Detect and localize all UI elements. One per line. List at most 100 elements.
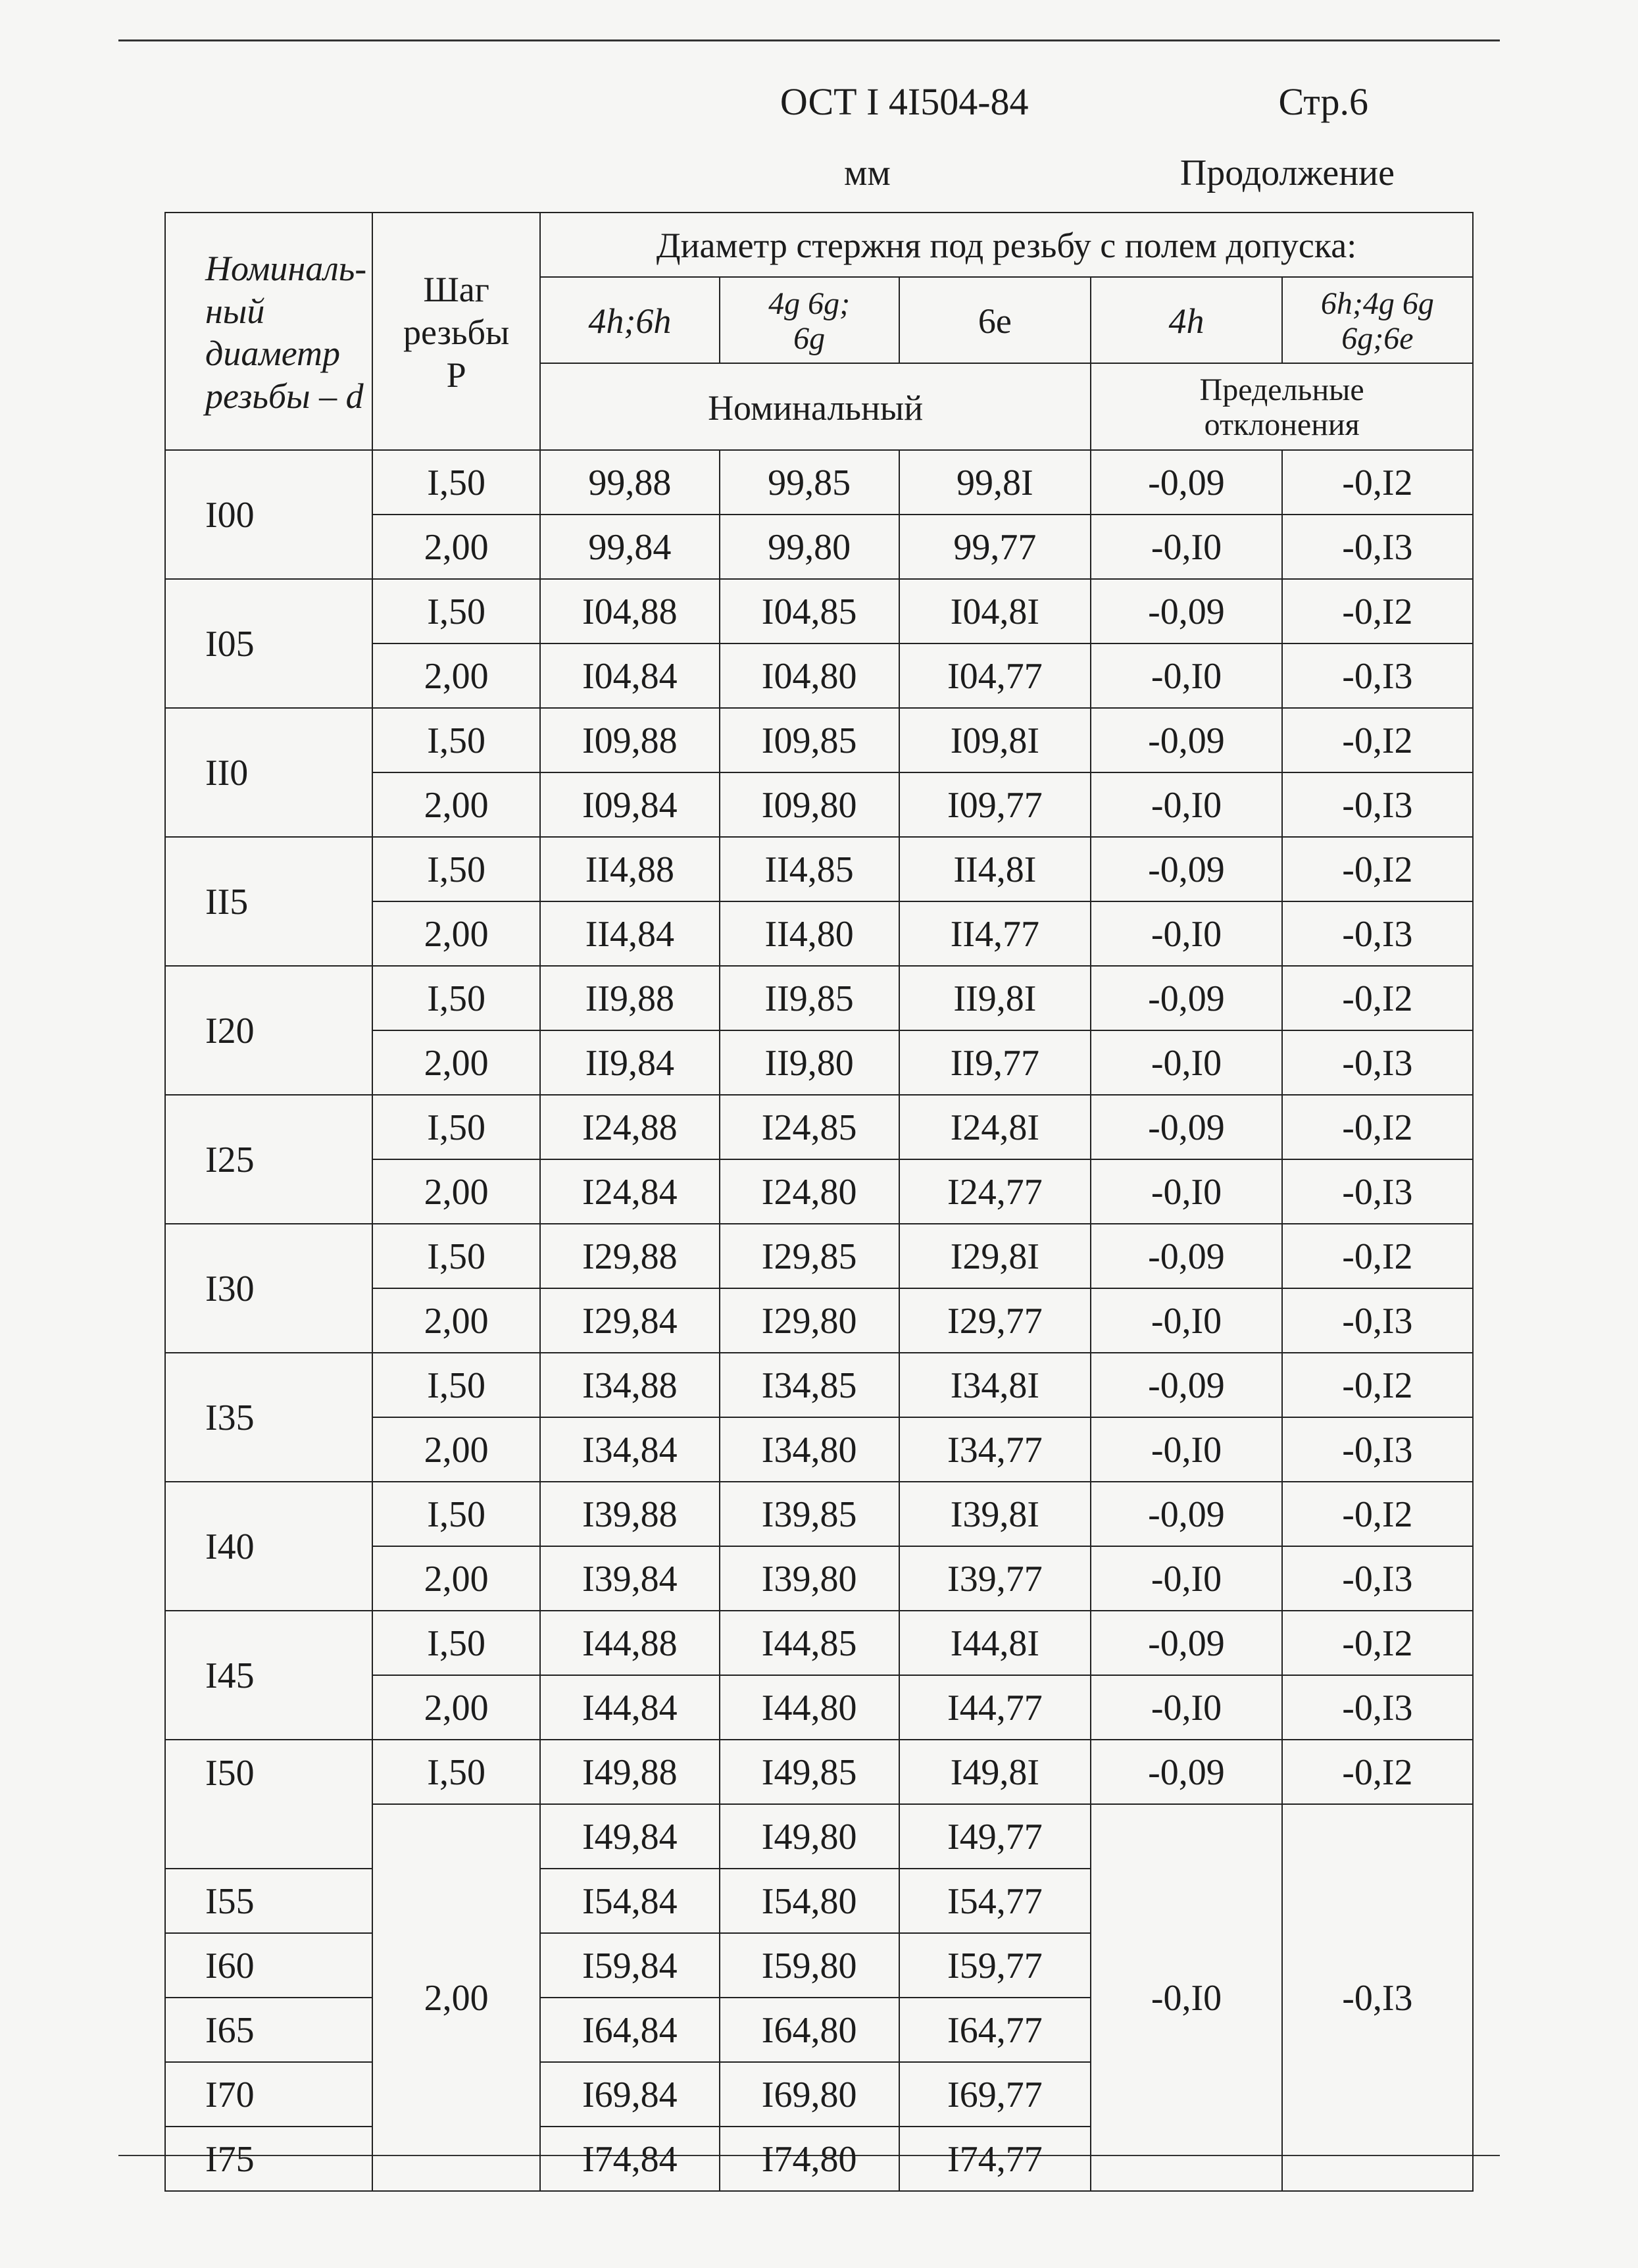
cell-v: I24,8I — [899, 1095, 1091, 1159]
table-row: I35I,50I34,88I34,85I34,8I-0,09-0,I2 — [165, 1353, 1473, 1417]
cell-v: I49,80 — [720, 1804, 899, 1869]
cell-p: I,50 — [372, 579, 540, 643]
cell-v: -0,I2 — [1282, 1611, 1473, 1675]
cell-p: I,50 — [372, 1095, 540, 1159]
cell-v: -0,I0 — [1091, 643, 1281, 708]
cell-d: I00 — [165, 450, 372, 579]
cell-v: -0,I0 — [1091, 515, 1281, 579]
cell-v: -0,I3 — [1282, 1417, 1473, 1482]
cell-v: I39,77 — [899, 1546, 1091, 1611]
cell-v: -0,I0 — [1091, 1417, 1281, 1482]
cell-d: I45 — [165, 1611, 372, 1740]
cell-v: I24,77 — [899, 1159, 1091, 1224]
cell-v: -0,I2 — [1282, 1224, 1473, 1288]
cell-v: -0,I3 — [1282, 772, 1473, 837]
cell-p: 2,00 — [372, 772, 540, 837]
cell-v: 99,88 — [540, 450, 720, 515]
table-row: 2,00I49,84I49,80I49,77-0,I0-0,I3 — [165, 1804, 1473, 1869]
cell-v: II4,88 — [540, 837, 720, 901]
cell-v: -0,I0 — [1091, 772, 1281, 837]
table-row: I00I,5099,8899,8599,8I-0,09-0,I2 — [165, 450, 1473, 515]
col-fit-4g6g: 4g 6g;6g — [720, 277, 899, 364]
cell-v: -0,I2 — [1282, 966, 1473, 1030]
cell-v: -0,I3 — [1282, 1288, 1473, 1353]
table-row: II5I,50II4,88II4,85II4,8I-0,09-0,I2 — [165, 837, 1473, 901]
cell-p: 2,00 — [372, 901, 540, 966]
cell-v: I44,8I — [899, 1611, 1091, 1675]
col-fit-4h6h: 4h;6h — [540, 277, 720, 364]
cell-v: II4,8I — [899, 837, 1091, 901]
cell-v: I04,80 — [720, 643, 899, 708]
table-row: I25I,50I24,88I24,85I24,8I-0,09-0,I2 — [165, 1095, 1473, 1159]
doc-unit: мм — [844, 151, 891, 195]
cell-d: I60 — [165, 1933, 372, 1998]
col-nominal-label: Номинальный — [540, 363, 1091, 450]
cell-v: -0,I2 — [1282, 708, 1473, 772]
cell-d: I30 — [165, 1224, 372, 1353]
cell-v: I04,8I — [899, 579, 1091, 643]
table-row: I40I,50I39,88I39,85I39,8I-0,09-0,I2 — [165, 1482, 1473, 1546]
cell-v: I69,77 — [899, 2062, 1091, 2127]
cell-v: -0,I0 — [1091, 1159, 1281, 1224]
cell-v: I64,80 — [720, 1998, 899, 2062]
cell-v: -0,09 — [1091, 579, 1281, 643]
col-fit-4h: 4h — [1091, 277, 1281, 364]
col-span-fits: Диаметр стержня под резьбу с полем допус… — [540, 213, 1473, 277]
cell-v: -0,I3 — [1282, 1675, 1473, 1740]
cell-v: I59,80 — [720, 1933, 899, 1998]
cell-p: I,50 — [372, 837, 540, 901]
cell-v: 99,84 — [540, 515, 720, 579]
cell-v: I04,88 — [540, 579, 720, 643]
cell-p: I,50 — [372, 708, 540, 772]
col-fit-6e: 6е — [899, 277, 1091, 364]
cell-v: -0,I3 — [1282, 1159, 1473, 1224]
cell-v: I09,88 — [540, 708, 720, 772]
cell-p: 2,00 — [372, 1030, 540, 1095]
cell-v: I44,84 — [540, 1675, 720, 1740]
cell-v: II9,84 — [540, 1030, 720, 1095]
cell-p: I,50 — [372, 966, 540, 1030]
cell-v: -0,I0 — [1091, 1030, 1281, 1095]
cell-v: I64,77 — [899, 1998, 1091, 2062]
cell-v: -0,09 — [1091, 708, 1281, 772]
table-row: I30I,50I29,88I29,85I29,8I-0,09-0,I2 — [165, 1224, 1473, 1288]
cell-v: -0,09 — [1091, 450, 1281, 515]
doc-page: Стр.6 — [1279, 79, 1368, 125]
col-deviations-label: Предельныеотклонения — [1091, 363, 1473, 450]
cell-v: I09,77 — [899, 772, 1091, 837]
cell-v: I04,77 — [899, 643, 1091, 708]
cell-d: II0 — [165, 708, 372, 837]
cell-v: -0,I3 — [1282, 901, 1473, 966]
cell-v: -0,09 — [1091, 1095, 1281, 1159]
cell-p: 2,00 — [372, 1159, 540, 1224]
cell-v: -0,I3 — [1282, 643, 1473, 708]
cell-v: I24,80 — [720, 1159, 899, 1224]
cell-v: I24,88 — [540, 1095, 720, 1159]
cell-v: -0,09 — [1091, 1353, 1281, 1417]
cell-v: II9,8I — [899, 966, 1091, 1030]
cell-v: I24,85 — [720, 1095, 899, 1159]
cell-v: -0,I0 — [1091, 901, 1281, 966]
cell-dev: -0,I3 — [1282, 1804, 1473, 2191]
cell-d: I20 — [165, 966, 372, 1095]
cell-v: I44,88 — [540, 1611, 720, 1675]
cell-v: I64,84 — [540, 1998, 720, 2062]
cell-v: I09,85 — [720, 708, 899, 772]
cell-v: I54,84 — [540, 1869, 720, 1933]
cell-v: -0,09 — [1091, 1482, 1281, 1546]
cell-v: I34,84 — [540, 1417, 720, 1482]
cell-p: 2,00 — [372, 1288, 540, 1353]
cell-v: I34,85 — [720, 1353, 899, 1417]
cell-d: I05 — [165, 579, 372, 708]
cell-d: I35 — [165, 1353, 372, 1482]
cell-v: I59,77 — [899, 1933, 1091, 1998]
cell-dev: -0,I0 — [1091, 1804, 1281, 2191]
cell-v: 99,85 — [720, 450, 899, 515]
cell-v: 99,8I — [899, 450, 1091, 515]
cell-v: I04,85 — [720, 579, 899, 643]
cell-v: I34,77 — [899, 1417, 1091, 1482]
doc-continuation: Продолжение — [1180, 151, 1395, 195]
cell-v: -0,I3 — [1282, 1546, 1473, 1611]
cell-d: I65 — [165, 1998, 372, 2062]
cell-v: I04,84 — [540, 643, 720, 708]
